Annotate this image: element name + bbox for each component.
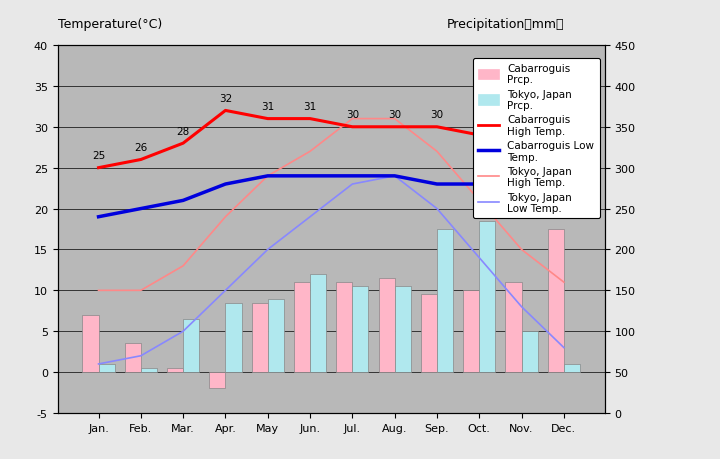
Bar: [268, 299, 284, 372]
Text: 31: 31: [303, 102, 317, 112]
Bar: [564, 364, 580, 372]
Text: Precipitation（mm）: Precipitation（mm）: [446, 18, 564, 31]
Text: 30: 30: [431, 110, 444, 120]
Bar: [336, 283, 352, 372]
Bar: [99, 364, 114, 372]
Text: 27: 27: [515, 134, 528, 145]
Legend: Cabarroguis
Prcp., Tokyo, Japan
Prcp., Cabarroguis
High Temp., Cabarroguis Low
T: Cabarroguis Prcp., Tokyo, Japan Prcp., C…: [473, 58, 600, 219]
Bar: [83, 315, 99, 372]
Bar: [210, 372, 225, 389]
Bar: [395, 286, 410, 372]
Text: 25: 25: [92, 151, 105, 161]
Text: 28: 28: [176, 127, 190, 136]
Bar: [141, 368, 157, 372]
Bar: [352, 286, 369, 372]
Bar: [294, 283, 310, 372]
Bar: [421, 295, 437, 372]
Bar: [183, 319, 199, 372]
Text: 31: 31: [261, 102, 274, 112]
Text: 26: 26: [134, 143, 148, 153]
Bar: [252, 303, 268, 372]
Bar: [125, 344, 141, 372]
Bar: [437, 230, 453, 372]
Bar: [521, 331, 538, 372]
Text: 30: 30: [346, 110, 359, 120]
Bar: [463, 291, 480, 372]
Bar: [310, 274, 326, 372]
Bar: [167, 368, 183, 372]
Text: 30: 30: [388, 110, 401, 120]
Text: 29: 29: [472, 118, 486, 129]
Bar: [379, 279, 395, 372]
Text: 25: 25: [557, 151, 570, 161]
Bar: [505, 283, 521, 372]
Text: Temperature(°C): Temperature(°C): [58, 18, 162, 31]
Bar: [548, 230, 564, 372]
Bar: [480, 221, 495, 372]
Bar: [225, 303, 241, 372]
Text: 32: 32: [219, 94, 232, 104]
